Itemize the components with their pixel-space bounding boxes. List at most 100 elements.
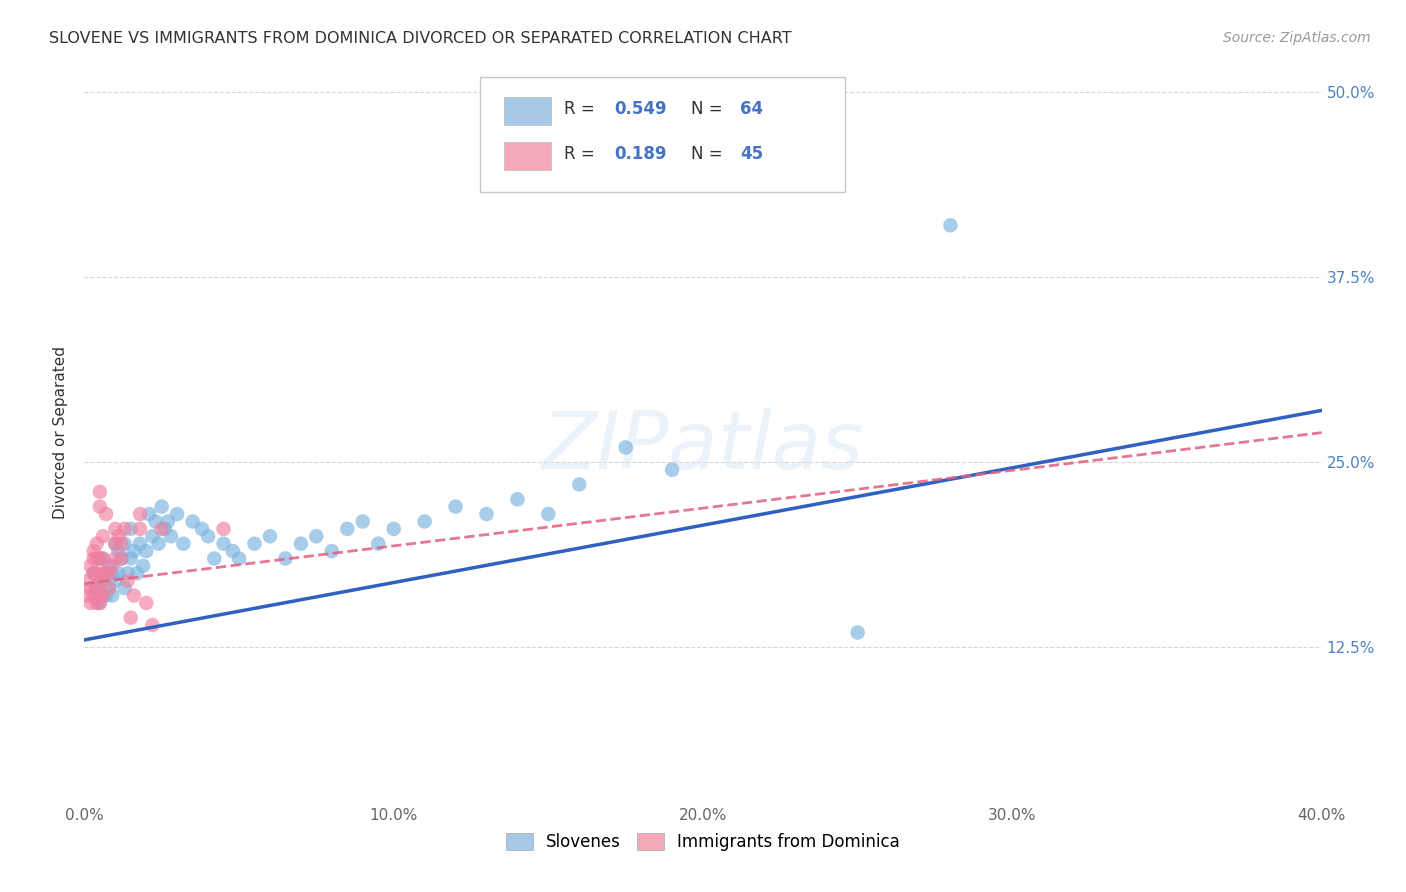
Point [89,484,111,499]
Point [94,507,117,521]
Point [89,589,111,603]
Point [181,515,204,529]
Point [110,551,132,566]
Point [86,536,108,550]
Point [125,566,148,581]
Point [129,522,152,536]
Text: SLOVENE VS IMMIGRANTS FROM DOMINICA DIVORCED OR SEPARATED CORRELATION CHART: SLOVENE VS IMMIGRANTS FROM DOMINICA DIVO… [49,31,792,46]
Point [94,566,117,581]
Point [122,544,145,558]
Point [104,574,127,588]
Point [86,551,108,566]
Point [104,551,127,566]
Point [153,522,176,536]
Point [129,507,152,521]
Point [101,566,124,581]
Point [160,529,183,543]
Point [107,566,129,581]
Point [243,536,266,550]
Point [89,596,111,610]
Point [141,618,163,632]
Point [135,596,157,610]
Point [259,529,281,543]
Point [101,558,124,573]
Point [104,536,127,550]
Point [382,522,405,536]
Point [98,581,121,595]
Point [91,529,114,543]
Point [91,574,114,588]
Point [444,500,467,514]
Point [661,462,683,476]
Point [110,536,132,550]
Point [91,589,114,603]
Point [202,551,225,566]
Text: Source: ZipAtlas.com: Source: ZipAtlas.com [1223,31,1371,45]
FancyBboxPatch shape [481,78,845,192]
Point [110,551,132,566]
Text: 45: 45 [740,145,763,162]
Point [79,596,101,610]
Point [150,522,173,536]
Point [138,507,160,521]
Point [79,581,101,595]
Point [114,581,136,595]
Point [107,529,129,543]
Point [91,566,114,581]
Text: N =: N = [690,100,727,118]
Point [83,551,105,566]
Point [148,536,170,550]
Point [274,551,297,566]
Point [568,477,591,491]
Point [86,596,108,610]
Point [86,581,108,595]
Point [290,536,312,550]
Point [94,589,117,603]
FancyBboxPatch shape [503,142,551,169]
Legend: Slovenes, Immigrants from Dominica: Slovenes, Immigrants from Dominica [499,826,907,857]
Point [939,219,962,233]
Point [76,589,98,603]
Point [104,522,127,536]
Point [156,515,179,529]
Text: 64: 64 [740,100,763,118]
Point [336,522,359,536]
Point [212,522,235,536]
Point [83,566,105,581]
Point [104,536,127,550]
Point [475,507,498,521]
Point [101,589,124,603]
Point [122,589,145,603]
Point [172,536,194,550]
Point [114,536,136,550]
Point [191,522,214,536]
Point [120,522,142,536]
Point [98,566,121,581]
Y-axis label: Divorced or Separated: Divorced or Separated [52,346,67,519]
Text: N =: N = [690,145,727,162]
FancyBboxPatch shape [503,97,551,126]
Point [91,551,114,566]
Point [89,596,111,610]
Point [212,536,235,550]
Point [506,492,529,507]
Text: R =: R = [564,145,600,162]
Point [846,625,869,640]
Point [114,522,136,536]
Point [321,544,343,558]
Point [83,589,105,603]
Point [141,529,163,543]
Point [107,544,129,558]
Text: R =: R = [564,100,600,118]
Point [129,536,152,550]
Point [305,529,328,543]
Point [86,566,108,581]
Point [117,566,139,581]
Point [197,529,219,543]
Text: 0.549: 0.549 [614,100,666,118]
Point [79,558,101,573]
Point [98,558,121,573]
Point [135,544,157,558]
Point [120,611,142,625]
Text: 0.189: 0.189 [614,145,666,162]
